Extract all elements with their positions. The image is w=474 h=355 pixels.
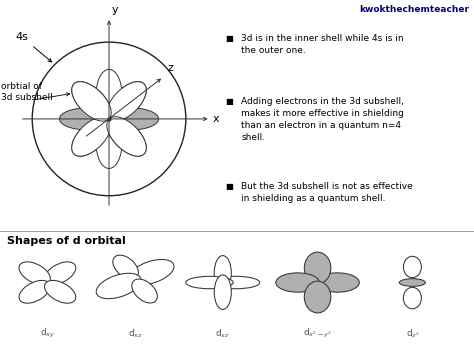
Text: orbtial of
3d subshell: orbtial of 3d subshell	[1, 82, 53, 102]
Ellipse shape	[19, 262, 50, 285]
Ellipse shape	[107, 117, 146, 156]
Ellipse shape	[186, 276, 233, 289]
Ellipse shape	[72, 82, 111, 121]
Text: Adding electrons in the 3d subshell,
makes it more effective in shielding
than a: Adding electrons in the 3d subshell, mak…	[241, 97, 404, 142]
Ellipse shape	[107, 82, 146, 121]
Ellipse shape	[399, 279, 426, 286]
Ellipse shape	[96, 119, 122, 169]
Ellipse shape	[276, 273, 319, 292]
Ellipse shape	[59, 108, 114, 130]
Text: z: z	[167, 63, 173, 73]
Ellipse shape	[96, 69, 122, 119]
Text: d$_{xz}$: d$_{xz}$	[128, 327, 143, 340]
Ellipse shape	[96, 273, 141, 299]
Ellipse shape	[403, 256, 421, 278]
Ellipse shape	[129, 260, 174, 285]
Ellipse shape	[104, 108, 159, 130]
Ellipse shape	[72, 117, 111, 156]
Text: d$_{x^2-y^2}$: d$_{x^2-y^2}$	[303, 327, 332, 340]
Ellipse shape	[19, 280, 50, 303]
Text: ■: ■	[226, 34, 234, 43]
Ellipse shape	[72, 117, 111, 156]
Ellipse shape	[132, 279, 157, 303]
Ellipse shape	[45, 262, 76, 285]
Text: 4s: 4s	[16, 32, 52, 62]
Text: d$_{z^2}$: d$_{z^2}$	[406, 327, 419, 340]
Ellipse shape	[304, 281, 331, 313]
Ellipse shape	[113, 255, 138, 279]
Ellipse shape	[212, 276, 260, 289]
Text: d$_{xz}$: d$_{xz}$	[215, 327, 230, 340]
Ellipse shape	[107, 82, 146, 121]
Ellipse shape	[316, 273, 359, 292]
Text: ■: ■	[226, 97, 234, 105]
Text: Shapes of d orbital: Shapes of d orbital	[7, 236, 126, 246]
Ellipse shape	[304, 252, 331, 284]
Text: y: y	[111, 5, 118, 15]
Ellipse shape	[214, 275, 231, 310]
Text: But the 3d subshell is not as effective
in shielding as a quantum shell.: But the 3d subshell is not as effective …	[241, 181, 413, 203]
Ellipse shape	[107, 117, 146, 156]
Text: kwokthechemteacher: kwokthechemteacher	[359, 5, 469, 14]
Text: d$_{xy}$: d$_{xy}$	[40, 327, 55, 340]
Ellipse shape	[45, 280, 76, 303]
Text: 3d is in the inner shell while 4s is in
the outer one.: 3d is in the inner shell while 4s is in …	[241, 34, 404, 55]
Ellipse shape	[214, 256, 231, 290]
Text: ■: ■	[226, 181, 234, 191]
Text: x: x	[213, 114, 220, 124]
Ellipse shape	[72, 82, 111, 121]
Ellipse shape	[403, 287, 421, 309]
